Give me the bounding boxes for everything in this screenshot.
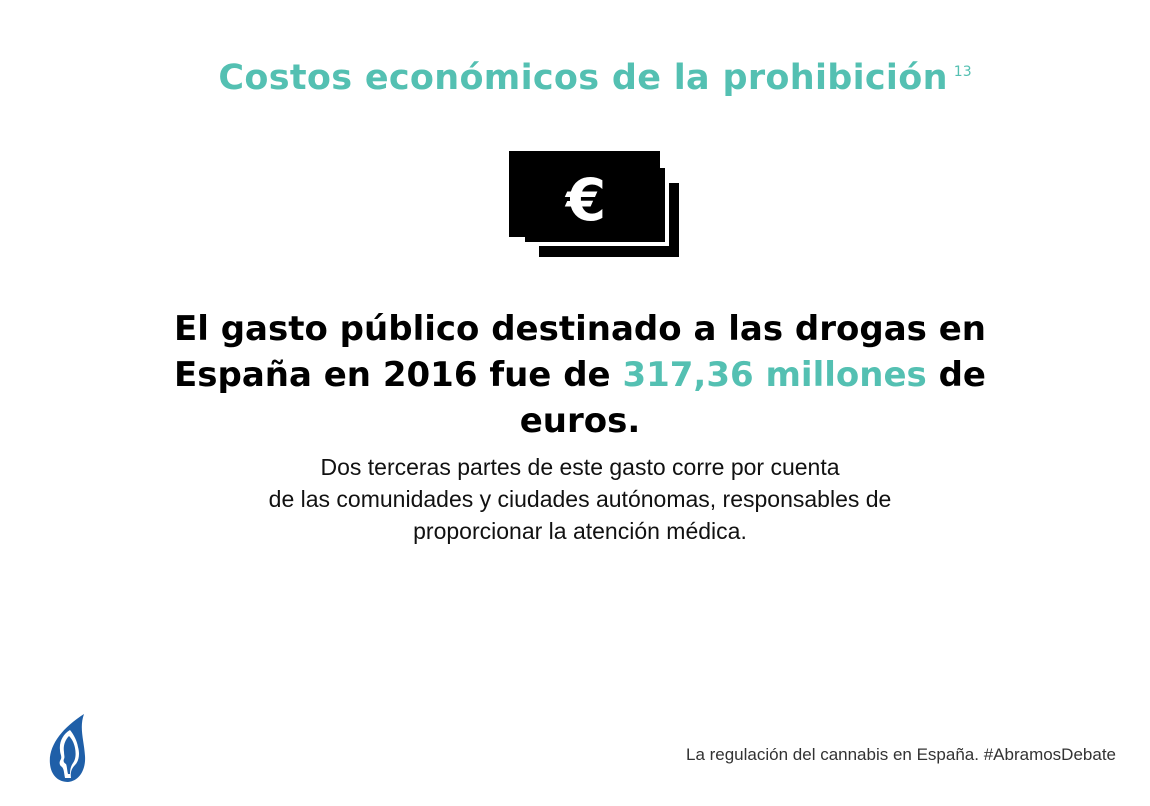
body-text: Dos terceras partes de este gasto corre … [180,451,980,547]
headline-part1: El gasto público destinado a las drogas … [174,309,986,395]
leaf-head-logo [49,714,86,782]
footer-text: La regulación del cannabis en España. #A… [685,745,1116,764]
title-text: Costos económicos de la prohibición [218,58,948,98]
body-line: Dos terceras partes de este gasto corre … [320,454,840,480]
front-banknote [509,151,660,237]
headline: El gasto público destinado a las drogas … [150,306,1010,444]
body-line: de las comunidades y ciudades autónomas,… [268,486,892,512]
headline-part2: de euros. [519,355,986,441]
body-line: proporcionar la atención médica. [413,518,747,544]
euro-banknotes-icon: € [509,151,683,261]
euro-symbol: € [564,166,606,234]
page-title: Costos económicos de la prohibición 13 [0,58,1150,98]
title-footnote: 13 [953,64,972,80]
headline-highlight: 317,36 millones [622,355,927,395]
